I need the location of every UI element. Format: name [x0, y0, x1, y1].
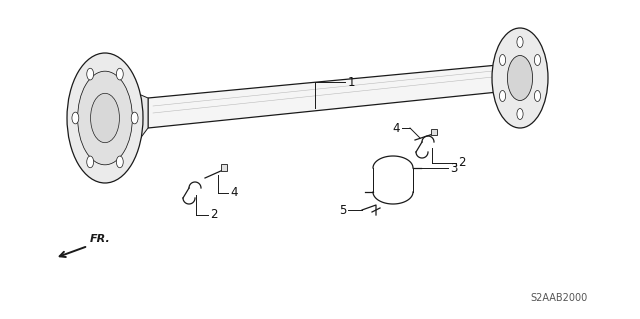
Ellipse shape [87, 68, 93, 80]
Text: 1: 1 [348, 76, 355, 88]
Text: 2: 2 [210, 209, 218, 221]
Polygon shape [221, 164, 227, 171]
Ellipse shape [91, 93, 120, 143]
Text: 5: 5 [339, 204, 346, 217]
Text: 4: 4 [392, 122, 400, 135]
Ellipse shape [534, 55, 541, 65]
Ellipse shape [517, 36, 523, 48]
Text: FR.: FR. [90, 234, 111, 244]
Text: 4: 4 [230, 187, 237, 199]
Ellipse shape [499, 55, 506, 65]
Ellipse shape [517, 108, 523, 120]
Ellipse shape [116, 68, 124, 80]
Polygon shape [431, 129, 437, 135]
Ellipse shape [499, 91, 506, 101]
Text: 3: 3 [450, 161, 458, 174]
Polygon shape [105, 82, 148, 154]
Ellipse shape [67, 53, 143, 183]
Polygon shape [498, 50, 520, 106]
Ellipse shape [87, 156, 93, 168]
Ellipse shape [77, 71, 132, 165]
Text: S2AAB2000: S2AAB2000 [530, 293, 588, 303]
Ellipse shape [492, 28, 548, 128]
Ellipse shape [131, 112, 138, 124]
Text: 2: 2 [458, 157, 465, 169]
Ellipse shape [72, 112, 79, 124]
Ellipse shape [508, 56, 532, 100]
Ellipse shape [534, 91, 541, 101]
Ellipse shape [116, 156, 124, 168]
Polygon shape [148, 65, 498, 128]
